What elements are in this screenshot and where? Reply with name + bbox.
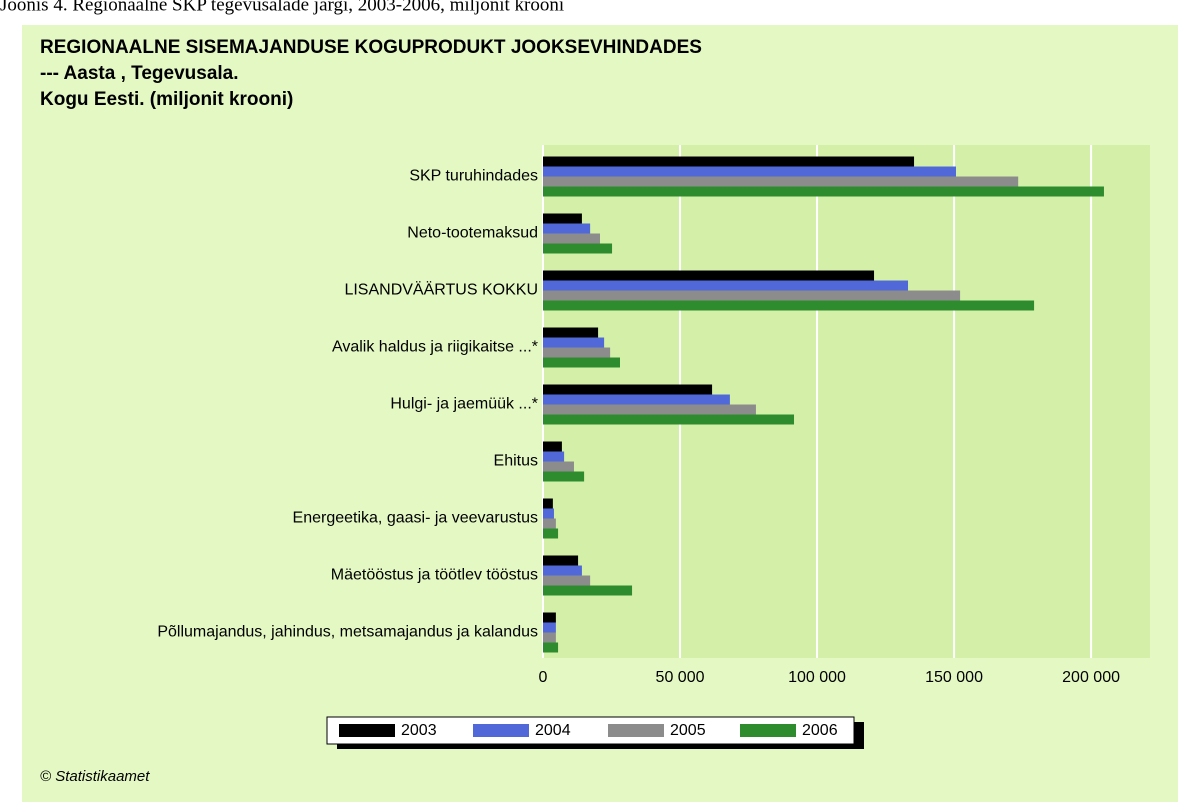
subtitle: Kogu Eesti. (miljonit krooni)	[40, 89, 293, 110]
bar	[543, 555, 579, 566]
bar	[543, 471, 585, 482]
bar	[543, 213, 582, 224]
x-tick-label: 100 000	[788, 669, 846, 686]
y-tick-label: LISANDVÄÄRTUS KOKKU	[344, 281, 538, 299]
bar	[543, 404, 756, 415]
bar	[543, 347, 611, 358]
legend-label: 2003	[401, 722, 437, 739]
bar	[543, 166, 956, 177]
bar	[543, 243, 613, 254]
x-tick-label: 150 000	[925, 669, 983, 686]
bar	[543, 233, 601, 244]
legend-label: 2004	[535, 722, 571, 739]
bar	[543, 441, 562, 452]
bar	[543, 518, 556, 529]
bar	[543, 575, 591, 586]
bar	[543, 270, 875, 281]
bar	[543, 528, 559, 539]
bar	[543, 642, 559, 653]
bar	[543, 300, 1035, 311]
bar	[543, 461, 574, 472]
bar	[543, 223, 591, 234]
bar	[543, 498, 553, 509]
y-tick-label: Hulgi- ja jaemüük ...*	[390, 396, 538, 413]
y-tick-label: Neto-tootemaksud	[407, 225, 538, 242]
legend-label: 2005	[670, 722, 706, 739]
bar	[543, 290, 961, 301]
bar	[543, 451, 565, 462]
x-tick-label: 0	[539, 669, 548, 686]
bar	[543, 622, 556, 633]
legend-swatch	[740, 724, 796, 737]
legend-swatch	[339, 724, 395, 737]
bar	[543, 565, 582, 576]
x-tick-label: 50 000	[656, 669, 705, 686]
y-tick-label: Ehitus	[494, 453, 538, 470]
bar	[543, 414, 795, 425]
legend-swatch	[473, 724, 529, 737]
bar	[543, 280, 909, 291]
subtitle: --- Aasta , Tegevusala.	[40, 63, 239, 84]
bar	[543, 508, 554, 519]
bar	[543, 156, 915, 167]
y-tick-label: Põllumajandus, jahindus, metsamajandus j…	[157, 624, 538, 641]
source: © Statistikaamet	[40, 768, 150, 785]
y-tick-label: Energeetika, gaasi- ja veevarustus	[293, 510, 538, 527]
caption: Joonis 4. Regionaalne SKP tegevusalade j…	[0, 0, 564, 15]
bar	[543, 384, 713, 395]
legend-swatch	[608, 724, 664, 737]
chart-title: REGIONAALNE SISEMAJANDUSE KOGUPRODUKT JO…	[40, 37, 702, 58]
bar	[543, 357, 621, 368]
legend-label: 2006	[802, 722, 838, 739]
x-tick-label: 200 000	[1062, 669, 1120, 686]
bar	[543, 327, 599, 338]
bar	[543, 585, 633, 596]
bar	[543, 394, 730, 405]
bar	[543, 612, 556, 623]
y-tick-label: Avalik haldus ja riigikaitse ...*	[332, 339, 538, 356]
bar	[543, 632, 556, 643]
bar	[543, 337, 605, 348]
y-tick-label: SKP turuhindades	[409, 168, 538, 185]
bar	[543, 186, 1104, 197]
y-tick-label: Mäetööstus ja töötlev tööstus	[331, 567, 538, 584]
bar	[543, 176, 1019, 187]
